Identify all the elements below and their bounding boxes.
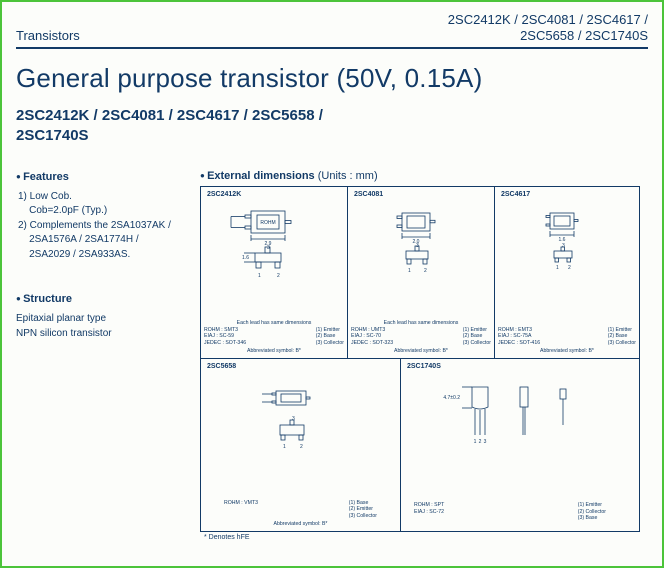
std-row: ROHM : VMT3 <box>224 500 258 506</box>
feature-line: 2) Complements the 2SA1037AK / <box>18 219 186 234</box>
external-units: (Units : mm) <box>318 170 378 182</box>
pin-row: (3) Base <box>578 515 606 521</box>
part-list-line1: 2SC2412K / 2SC4081 / 2SC4617 / 2SC5658 / <box>16 106 648 126</box>
package-cell-2sc1740s: 2SC1740S 1 2 3 4.7±0.2 <box>401 359 639 531</box>
package-drawing: 2.0 1 2 3 <box>366 205 476 285</box>
part-list-line2: 2SC1740S <box>16 126 648 146</box>
package-label: 2SC5658 <box>207 363 236 370</box>
abbrev: Abbreviated symbol: B* <box>498 348 636 354</box>
pin-row: (3) Collector <box>463 340 491 346</box>
svg-text:3: 3 <box>484 439 487 445</box>
header-line1: 2SC2412K / 2SC4081 / 2SC4617 / <box>448 12 648 28</box>
svg-text:1: 1 <box>283 444 286 450</box>
content-columns: Features 1) Low Cob. Cob=2.0pF (Typ.) 2)… <box>16 170 648 541</box>
page-header: Transistors 2SC2412K / 2SC4081 / 2SC4617… <box>16 12 648 49</box>
package-text: ROHM : SPT EIAJ : SC-72 (1) Emitter (2) … <box>404 500 636 527</box>
pin-row: (2) Collector <box>578 509 606 515</box>
svg-text:2: 2 <box>479 439 482 445</box>
svg-text:3: 3 <box>292 416 295 422</box>
svg-text:2: 2 <box>300 444 303 450</box>
package-text: ROHM : EMT3 EIAJ : SC-75A JEDEC : SOT-41… <box>498 319 636 354</box>
header-category: Transistors <box>16 28 80 45</box>
package-cell-2sc5658: 2SC5658 1 <box>201 359 401 531</box>
same-dim: Each lead has same dimensions <box>351 320 491 326</box>
svg-text:4.7±0.2: 4.7±0.2 <box>443 395 460 401</box>
feature-line: 2SA2029 / 2SA933AS. <box>18 248 186 263</box>
header-partnumbers: 2SC2412K / 2SC4081 / 2SC4617 / 2SC5658 /… <box>448 12 648 45</box>
structure-line: NPN silicon transistor <box>16 327 186 342</box>
package-label: 2SC2412K <box>207 191 241 198</box>
feature-line: Cob=2.0pF (Typ.) <box>18 204 186 219</box>
part-list: 2SC2412K / 2SC4081 / 2SC4617 / 2SC5658 /… <box>16 106 648 147</box>
package-label: 2SC4081 <box>354 191 383 198</box>
svg-text:1.6: 1.6 <box>242 255 249 261</box>
feature-line: 1) Low Cob. <box>18 190 186 205</box>
svg-text:2: 2 <box>277 273 280 279</box>
header-line2: 2SC5658 / 2SC1740S <box>448 28 648 44</box>
frame-row-2: 2SC5658 1 <box>201 359 639 531</box>
svg-text:ROHM: ROHM <box>260 220 275 226</box>
features-section: Features 1) Low Cob. Cob=2.0pF (Typ.) 2)… <box>16 170 186 262</box>
package-drawing: 1 2 3 4.7±0.2 <box>420 377 620 477</box>
package-text: Each lead has same dimensions ROHM : UMT… <box>351 320 491 354</box>
right-column: External dimensions (Units : mm) 2SC2412… <box>200 170 648 541</box>
footnote: * Denotes hFE <box>204 534 648 541</box>
package-cell-2sc4617: 2SC4617 1.6 <box>495 187 639 359</box>
structure-section: Structure Epitaxial planar type NPN sili… <box>16 292 186 341</box>
pin-row: (3) Collector <box>316 340 344 346</box>
package-drawing: 1 2 3 <box>226 377 376 477</box>
pin-row: (3) Collector <box>608 340 636 346</box>
std-row: JEDEC : SOT-346 <box>204 340 246 346</box>
std-row: ROHM : SPT <box>414 502 444 508</box>
svg-text:1: 1 <box>258 273 261 279</box>
svg-text:1: 1 <box>556 265 559 271</box>
svg-text:3: 3 <box>416 243 419 249</box>
package-text: Each lead has same dimensions ROHM : SMT… <box>204 320 344 354</box>
package-cell-2sc4081: 2SC4081 2.0 <box>348 187 495 359</box>
dimensions-frame: 2SC2412K ROHM <box>200 186 640 532</box>
svg-text:2: 2 <box>568 265 571 271</box>
external-heading: External dimensions (Units : mm) <box>200 170 648 182</box>
svg-text:1: 1 <box>474 439 477 445</box>
structure-heading: Structure <box>16 292 186 308</box>
package-cell-2sc2412k: 2SC2412K ROHM <box>201 187 348 359</box>
left-column: Features 1) Low Cob. Cob=2.0pF (Typ.) 2)… <box>16 170 186 541</box>
std-row: JEDEC : SOT-416 <box>498 340 540 346</box>
pin-row: (2) Emitter <box>349 506 377 512</box>
std-row: JEDEC : SOT-323 <box>351 340 393 346</box>
package-label: 2SC1740S <box>407 363 441 370</box>
feature-line: 2SA1576A / 2SA1774H / <box>18 233 186 248</box>
package-text: ROHM : VMT3 (1) Base (2) Emitter (3) Col… <box>204 498 397 527</box>
abbrev: Abbreviated symbol: B* <box>351 348 491 354</box>
external-heading-text: External dimensions <box>207 170 315 182</box>
features-heading: Features <box>16 170 186 186</box>
svg-text:3: 3 <box>267 245 270 251</box>
package-drawing: 1.6 1 2 3 <box>512 205 622 285</box>
pin-row: (1) Emitter <box>578 502 606 508</box>
abbrev: Abbreviated symbol: B* <box>204 521 397 527</box>
svg-text:3: 3 <box>562 243 565 249</box>
frame-row-1: 2SC2412K ROHM <box>201 187 639 359</box>
same-dim: Each lead has same dimensions <box>204 320 344 326</box>
structure-line: Epitaxial planar type <box>16 312 186 327</box>
svg-text:2: 2 <box>424 268 427 274</box>
pin-row: (3) Collector <box>349 513 377 519</box>
package-drawing: ROHM 2.9 1.6 <box>219 205 329 285</box>
package-label: 2SC4617 <box>501 191 530 198</box>
std-row: EIAJ : SC-72 <box>414 509 444 515</box>
abbrev: Abbreviated symbol: B* <box>204 348 344 354</box>
svg-text:1: 1 <box>408 268 411 274</box>
page-title: General purpose transistor (50V, 0.15A) <box>16 63 648 94</box>
